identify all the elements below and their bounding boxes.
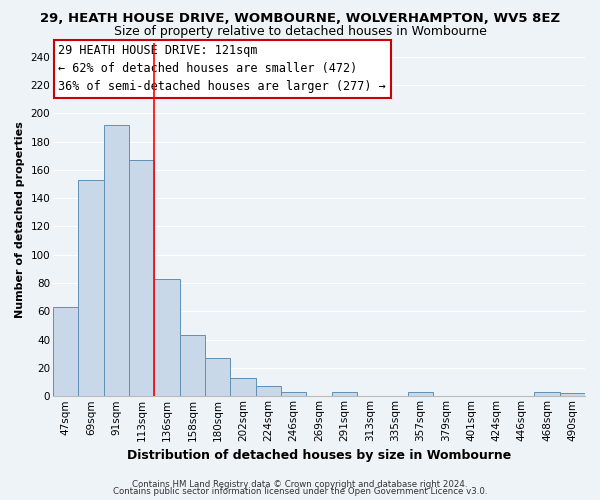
Bar xyxy=(104,124,129,396)
Bar xyxy=(53,307,79,396)
Bar xyxy=(129,160,154,396)
Bar xyxy=(560,394,585,396)
Text: Contains public sector information licensed under the Open Government Licence v3: Contains public sector information licen… xyxy=(113,487,487,496)
Bar xyxy=(154,279,180,396)
Text: 29 HEATH HOUSE DRIVE: 121sqm
← 62% of detached houses are smaller (472)
36% of s: 29 HEATH HOUSE DRIVE: 121sqm ← 62% of de… xyxy=(58,44,386,94)
Bar xyxy=(281,392,307,396)
Bar xyxy=(230,378,256,396)
X-axis label: Distribution of detached houses by size in Wombourne: Distribution of detached houses by size … xyxy=(127,450,511,462)
Bar xyxy=(256,386,281,396)
Text: Size of property relative to detached houses in Wombourne: Size of property relative to detached ho… xyxy=(113,25,487,38)
Bar xyxy=(535,392,560,396)
Bar xyxy=(205,358,230,397)
Text: Contains HM Land Registry data © Crown copyright and database right 2024.: Contains HM Land Registry data © Crown c… xyxy=(132,480,468,489)
Text: 29, HEATH HOUSE DRIVE, WOMBOURNE, WOLVERHAMPTON, WV5 8EZ: 29, HEATH HOUSE DRIVE, WOMBOURNE, WOLVER… xyxy=(40,12,560,26)
Bar xyxy=(332,392,357,396)
Bar xyxy=(407,392,433,396)
Bar xyxy=(180,336,205,396)
Bar xyxy=(79,180,104,396)
Y-axis label: Number of detached properties: Number of detached properties xyxy=(15,121,25,318)
